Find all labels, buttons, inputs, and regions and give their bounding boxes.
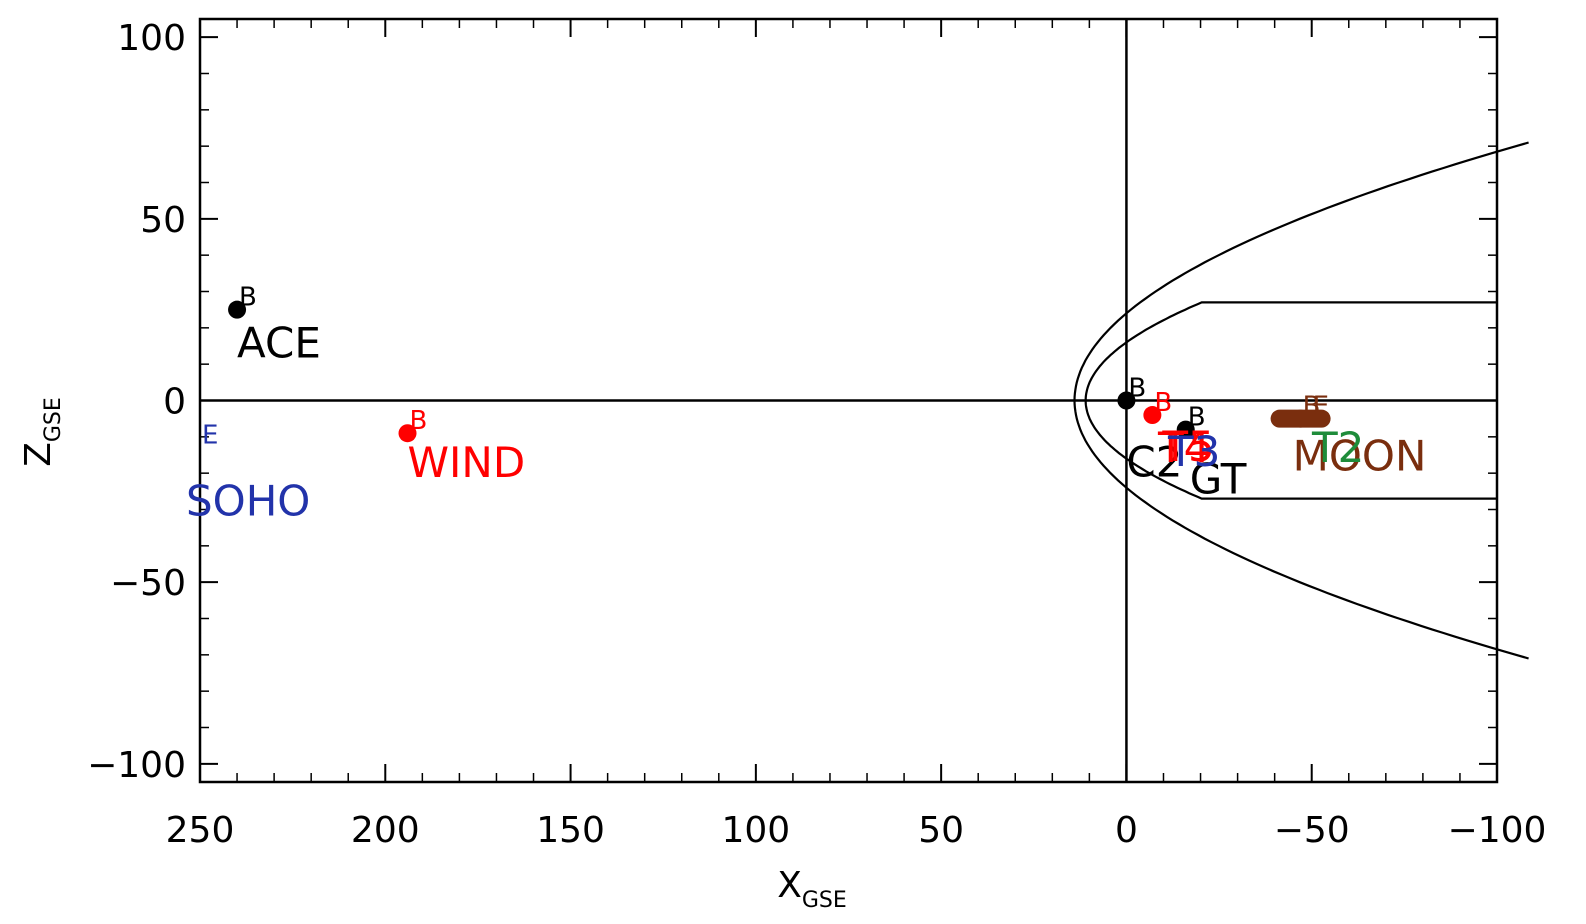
label-moon: MOON [1293,432,1427,481]
x-tick-label: −100 [1448,810,1547,851]
point-wind [398,424,417,443]
point-gt [1176,420,1195,439]
y-tick-label: −50 [110,563,186,604]
x-tick-label: 0 [1115,810,1138,851]
point-marker-letter: B [1128,374,1146,404]
y-tick-label: 0 [163,382,186,423]
point-marker-letter: B [1154,388,1172,418]
label-gt: GT [1190,455,1247,504]
x-tick-label: 100 [721,810,790,851]
x-tick-label: 150 [536,810,605,851]
point-marker-letter: E [202,421,218,451]
label-t5: T5 [1161,422,1214,471]
point-marker-letter: B [239,283,257,313]
x-tick-label: −50 [1274,810,1350,851]
point-c2 [1117,391,1136,410]
point-marker-letter: B [1303,392,1321,422]
label-c2: C2 [1126,438,1182,487]
label-wind: WIND [408,438,526,487]
x-tick-label: 250 [166,810,235,851]
point-marker-letter: B [410,406,428,436]
point-marker-letter: E [1313,392,1329,422]
label-soho: SOHO [186,477,310,526]
y-tick-label: 50 [140,200,186,241]
label-t4: T4 [1157,423,1210,472]
y-tick-label: −100 [87,745,186,786]
point-t5 [1143,406,1162,425]
x-tick-label: 50 [918,810,964,851]
y-tick-label: 100 [117,18,186,59]
moon-track [1270,409,1331,428]
x-axis-label: XGSE [777,865,847,913]
ticks: 250 200 150 100 50 0 −50 −100 100 50 0 −50 −100 [87,18,1546,851]
y-axis-label: ZGSE [18,397,66,467]
point-ace [228,300,247,319]
label-t2: T2 [1311,423,1364,472]
label-ace: ACE [237,319,321,368]
x-tick-label: 200 [351,810,420,851]
label-t3: T3 [1167,427,1220,476]
point-marker-letter: B [1188,403,1206,433]
